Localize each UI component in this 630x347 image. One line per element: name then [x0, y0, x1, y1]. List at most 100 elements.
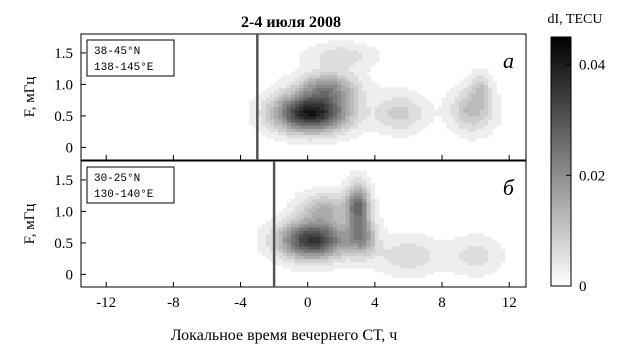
heatmap-cell: [316, 131, 321, 136]
heatmap-cell: [303, 192, 309, 197]
heatmap-cell: [295, 224, 300, 228]
heatmap-cell: [370, 239, 376, 244]
heatmap-cell: [332, 109, 338, 114]
heatmap-cell: [454, 128, 460, 133]
heatmap-cell: [332, 56, 338, 60]
heatmap-cell: [484, 90, 489, 95]
heatmap-cell: [412, 122, 418, 126]
heatmap-cell: [416, 255, 422, 260]
heatmap-cell: [488, 249, 493, 253]
heatmap-cell: [299, 71, 304, 76]
heatmap-cell: [467, 87, 472, 92]
heatmap-cell: [320, 43, 325, 47]
heatmap-cell: [416, 106, 422, 110]
heatmap-cell: [425, 249, 430, 253]
heatmap-cell: [257, 119, 262, 123]
heatmap-cell: [374, 208, 380, 212]
heatmap-cell: [307, 137, 313, 142]
heatmap-cell: [353, 106, 359, 110]
heatmap-cell: [328, 201, 334, 206]
heatmap-cell: [467, 97, 472, 101]
heatmap-cell: [341, 125, 346, 129]
heatmap-cell: [303, 230, 309, 234]
heatmap-cell: [265, 233, 271, 237]
heatmap-cell: [320, 261, 325, 266]
heatmap-cell: [269, 84, 275, 88]
heatmap-cell: [299, 233, 304, 237]
heatmap-cell: [265, 97, 271, 101]
heatmap-cell: [282, 93, 288, 98]
heatmap-cell: [341, 261, 346, 266]
heatmap-cell: [404, 246, 409, 250]
heatmap-cell: [345, 97, 351, 101]
heatmap-cell: [257, 249, 262, 253]
heatmap-cell: [337, 186, 342, 190]
heatmap-cell: [337, 137, 342, 142]
heatmap-cell: [408, 103, 414, 107]
heatmap-cell: [437, 239, 443, 244]
heatmap-cell: [454, 106, 460, 110]
heatmap-cell: [353, 252, 359, 256]
heatmap-cell: [362, 176, 367, 181]
heatmap-cell: [307, 97, 313, 101]
heatmap-cell: [366, 189, 372, 193]
heatmap-cell: [307, 122, 313, 126]
heatmap-cell: [303, 261, 309, 266]
heatmap-cell: [286, 258, 292, 263]
heatmap-cell: [400, 87, 405, 92]
heatmap-cell: [341, 74, 346, 79]
heatmap-cell: [425, 115, 430, 120]
heatmap-cell: [320, 239, 325, 244]
heatmap-cell: [484, 242, 489, 247]
heatmap-cell: [404, 97, 409, 101]
heatmap-cell: [484, 134, 489, 139]
heatmap-cell: [341, 109, 346, 114]
heatmap-cell: [332, 93, 338, 98]
heatmap-cell: [265, 252, 271, 256]
heatmap-cell: [261, 242, 267, 247]
heatmap-cell: [450, 258, 456, 263]
heatmap-cell: [265, 249, 271, 253]
heatmap-cell: [349, 81, 355, 85]
heatmap-cell: [303, 211, 309, 215]
heatmap-cell: [337, 134, 342, 139]
heatmap-cell: [458, 255, 464, 260]
heatmap-cell: [387, 119, 393, 123]
heatmap-cell: [332, 115, 338, 120]
heatmap-cell: [307, 205, 313, 209]
heatmap-cell: [463, 122, 468, 126]
heatmap-cell: [353, 43, 359, 47]
heatmap-cell: [320, 249, 325, 253]
heatmap-cell: [471, 90, 477, 95]
heatmap-cell: [370, 186, 376, 190]
heatmap-cell: [328, 246, 334, 250]
heatmap-cell: [295, 236, 300, 241]
heatmap-cell: [370, 198, 376, 203]
heatmap-cell: [463, 246, 468, 250]
heatmap-cell: [353, 186, 359, 190]
heatmap-cell: [320, 71, 325, 76]
heatmap-cell: [425, 122, 430, 126]
heatmap-cell: [454, 239, 460, 244]
heatmap-cell: [274, 128, 279, 133]
heatmap-cell: [391, 109, 397, 114]
heatmap-cell: [269, 220, 275, 225]
heatmap-cell: [366, 239, 372, 244]
heatmap-cell: [395, 246, 401, 250]
heatmap-cell: [341, 59, 346, 63]
heatmap-cell: [450, 261, 456, 266]
heatmap-cell: [341, 201, 346, 206]
heatmap-cell: [303, 81, 309, 85]
heatmap-cell: [295, 74, 300, 79]
heatmap-cell: [379, 236, 384, 241]
heatmap-cell: [274, 252, 279, 256]
heatmap-cell: [257, 93, 262, 98]
heatmap-cell: [475, 242, 481, 247]
heatmap-cell: [286, 201, 292, 206]
heatmap-cell: [408, 115, 414, 120]
heatmap-cell: [295, 214, 300, 219]
heatmap-cell: [404, 106, 409, 110]
heatmap-cell: [383, 268, 388, 272]
heatmap-cell: [311, 52, 317, 57]
heatmap-cell: [286, 227, 292, 231]
